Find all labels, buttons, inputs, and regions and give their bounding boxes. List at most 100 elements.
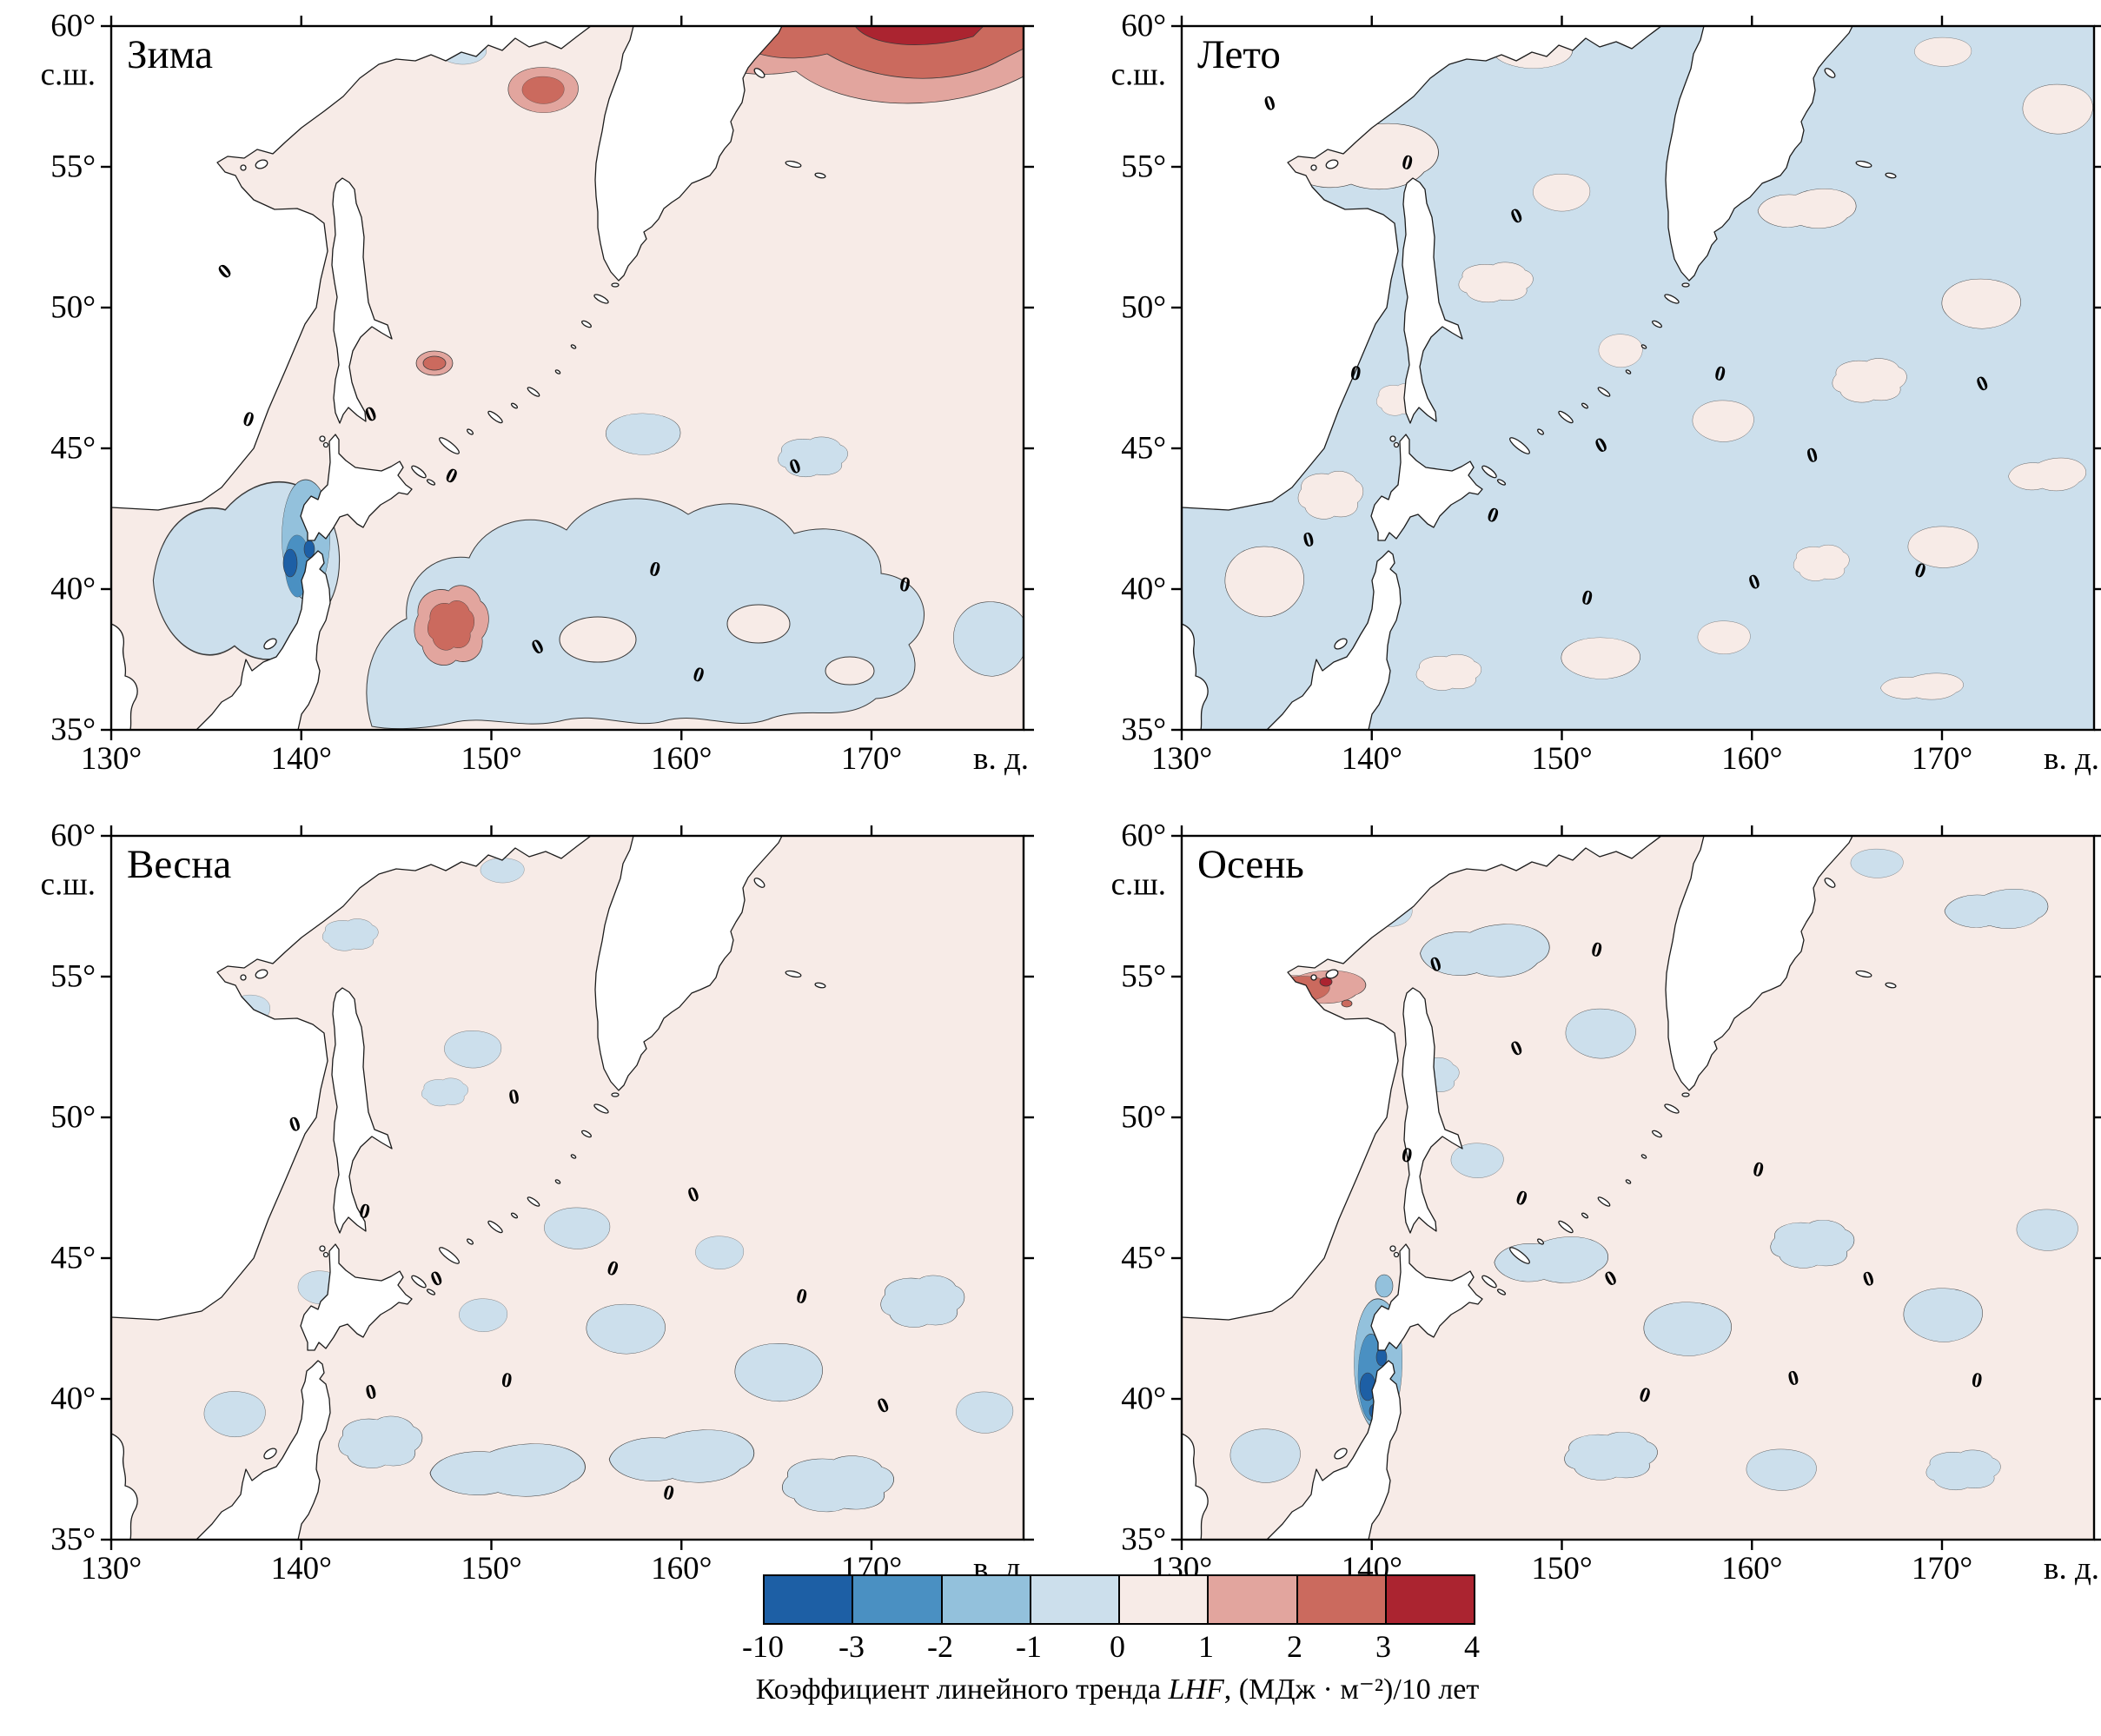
lon-tick-label: 160° [1721,1551,1783,1587]
panel-summer: 60° с.ш. 55° 50° 45° 40° 35° [1070,10,2101,799]
lat-tick-label: 40° [50,1381,96,1417]
panel-spring: 60° с.ш. 55° 50° 45° 40° 35° [0,820,1077,1609]
caption-variable: LHF [1168,1673,1224,1706]
lat-axis-name: с.ш. [1110,866,1166,903]
figure-caption: Коэффициент линейного тренда LHF, (МДж ·… [756,1672,1479,1706]
lat-axis: 60° с.ш. 55° 50° 45° 40° 35° [0,820,103,1556]
colorbar-cell [1031,1576,1120,1623]
lat-tick-label: 50° [50,1099,96,1136]
colorbar-tick-label: -1 [1016,1629,1042,1664]
lat-tick-label: 60° [50,818,96,854]
caption-text: Коэффициент линейного тренда [755,1673,1169,1706]
colorbar-tick-label: -10 [742,1629,784,1664]
colorbar-cell [853,1576,943,1623]
zero-contour-label: 0 [500,1368,514,1393]
zero-contour-label: 0 [1970,1368,1984,1393]
lat-tick-label: 55° [50,958,96,995]
lat-tick-label: 35° [50,712,96,748]
colorbar-tick-label: 1 [1198,1629,1214,1664]
lat-axis: 60° с.ш. 55° 50° 45° 40° 35° [1070,10,1173,746]
colorbar-tick-label: 3 [1375,1629,1391,1664]
colorbar-tick-label: 0 [1110,1629,1125,1664]
colorbar-cell [1297,1576,1387,1623]
lat-tick-label: 55° [50,149,96,185]
lon-axis-name: в. д. [2044,1551,2100,1587]
lat-tick-label: 35° [1121,1521,1166,1558]
zero-contour-label: 0 [1400,1143,1414,1168]
lat-tick-label: 50° [50,289,96,326]
lat-tick-label: 40° [50,571,96,607]
colorbar-tick-label: 2 [1287,1629,1302,1664]
lat-tick-label: 45° [50,1240,96,1276]
lat-axis-name: с.ш. [40,56,96,93]
zero-contour-label: 0 [507,1085,521,1110]
colorbar-cell [942,1576,1031,1623]
colorbar-cell [1120,1576,1210,1623]
panel-title: Весна [127,842,232,887]
colorbar-cell [765,1576,854,1623]
lon-tick-label: 130° [80,741,142,777]
lon-tick-label: 140° [270,741,332,777]
colorbar-cell [1386,1576,1474,1623]
panel-winter: 60° с.ш. 55° 50° 45° 40° 35° [0,10,1077,799]
lat-tick-label: 60° [1121,818,1166,854]
lon-tick-label: 170° [1911,1551,1973,1587]
lat-tick-label: 50° [1121,289,1166,326]
lon-axis: 130° 140° 150° 160° 170° в. д. [1070,740,2101,787]
lat-tick-label: 45° [1121,430,1166,467]
zero-contour-label: 0 [898,573,912,597]
panel-title: Осень [1197,842,1304,887]
lon-tick-label: 150° [1531,741,1593,777]
lon-tick-label: 140° [1341,741,1402,777]
lat-axis-name: с.ш. [40,866,96,903]
lon-axis-name: в. д. [973,741,1030,777]
panel-title: Лето [1197,32,1281,77]
autumn-field [1182,836,2094,1540]
lat-tick-label: 60° [1121,8,1166,44]
zero-contour-label: 0 [1349,361,1362,386]
lat-tick-label: 40° [1121,571,1166,607]
lat-tick-label: 50° [1121,1099,1166,1136]
lon-tick-label: 130° [1150,741,1213,777]
negative-trend-areas [152,39,1024,730]
colorbar-tick-label: -3 [838,1629,865,1664]
lon-tick-label: 160° [651,1551,712,1587]
lat-axis-name: с.ш. [1110,56,1166,93]
lat-axis: 60° с.ш. 55° 50° 45° 40° 35° [1070,820,1173,1556]
lon-axis-name: в. д. [2044,741,2100,777]
lon-tick-label: 130° [80,1551,142,1587]
map-winter: 0 0 0 0 0 0 0 0 0 Зима [99,14,1036,742]
colorbar-tick-label: 4 [1464,1629,1480,1664]
lon-tick-label: 170° [840,741,903,777]
lon-tick-label: 160° [1721,741,1783,777]
lon-tick-label: 160° [651,741,712,777]
lon-tick-label: 150° [1531,1551,1593,1587]
lon-tick-label: 150° [461,1551,522,1587]
lat-tick-label: 60° [50,8,96,44]
lat-tick-label: 35° [1121,712,1166,748]
colorbar-tick-label: -2 [927,1629,953,1664]
summer-field [1182,26,2094,730]
caption-units: , (МДж · м⁻²)/10 лет [1223,1673,1480,1706]
lat-axis: 60° с.ш. 55° 50° 45° 40° 35° [0,10,103,746]
winter-field [111,26,1024,730]
map-autumn: 0 0 0 0 0 0 0 0 0 0 0 Осень [1170,824,2101,1552]
lon-axis: 130° 140° 150° 160° 170° в. д. [0,740,1086,787]
lat-tick-label: 55° [1121,958,1166,995]
panel-title: Зима [127,32,213,77]
lat-tick-label: 45° [50,430,96,467]
colorbar-labels: -10 -3 -2 -1 0 1 2 3 4 [742,1628,1480,1668]
lon-tick-label: 150° [461,741,522,777]
colorbar-cell [1209,1576,1298,1623]
colorbar [763,1574,1475,1625]
panel-autumn: 60° с.ш. 55° 50° 45° 40° 35° [1070,820,2101,1609]
lon-tick-label: 170° [1911,741,1973,777]
lat-tick-label: 40° [1121,1381,1166,1417]
map-summer: 0 0 0 0 0 0 0 0 0 0 0 0 0 Лето [1170,14,2101,742]
lon-tick-label: 140° [270,1551,332,1587]
map-spring: 0 0 0 0 0 0 0 0 0 0 0 Весна [99,824,1036,1552]
lat-tick-label: 45° [1121,1240,1166,1276]
lat-tick-label: 55° [1121,149,1166,185]
lat-tick-label: 35° [50,1521,96,1558]
